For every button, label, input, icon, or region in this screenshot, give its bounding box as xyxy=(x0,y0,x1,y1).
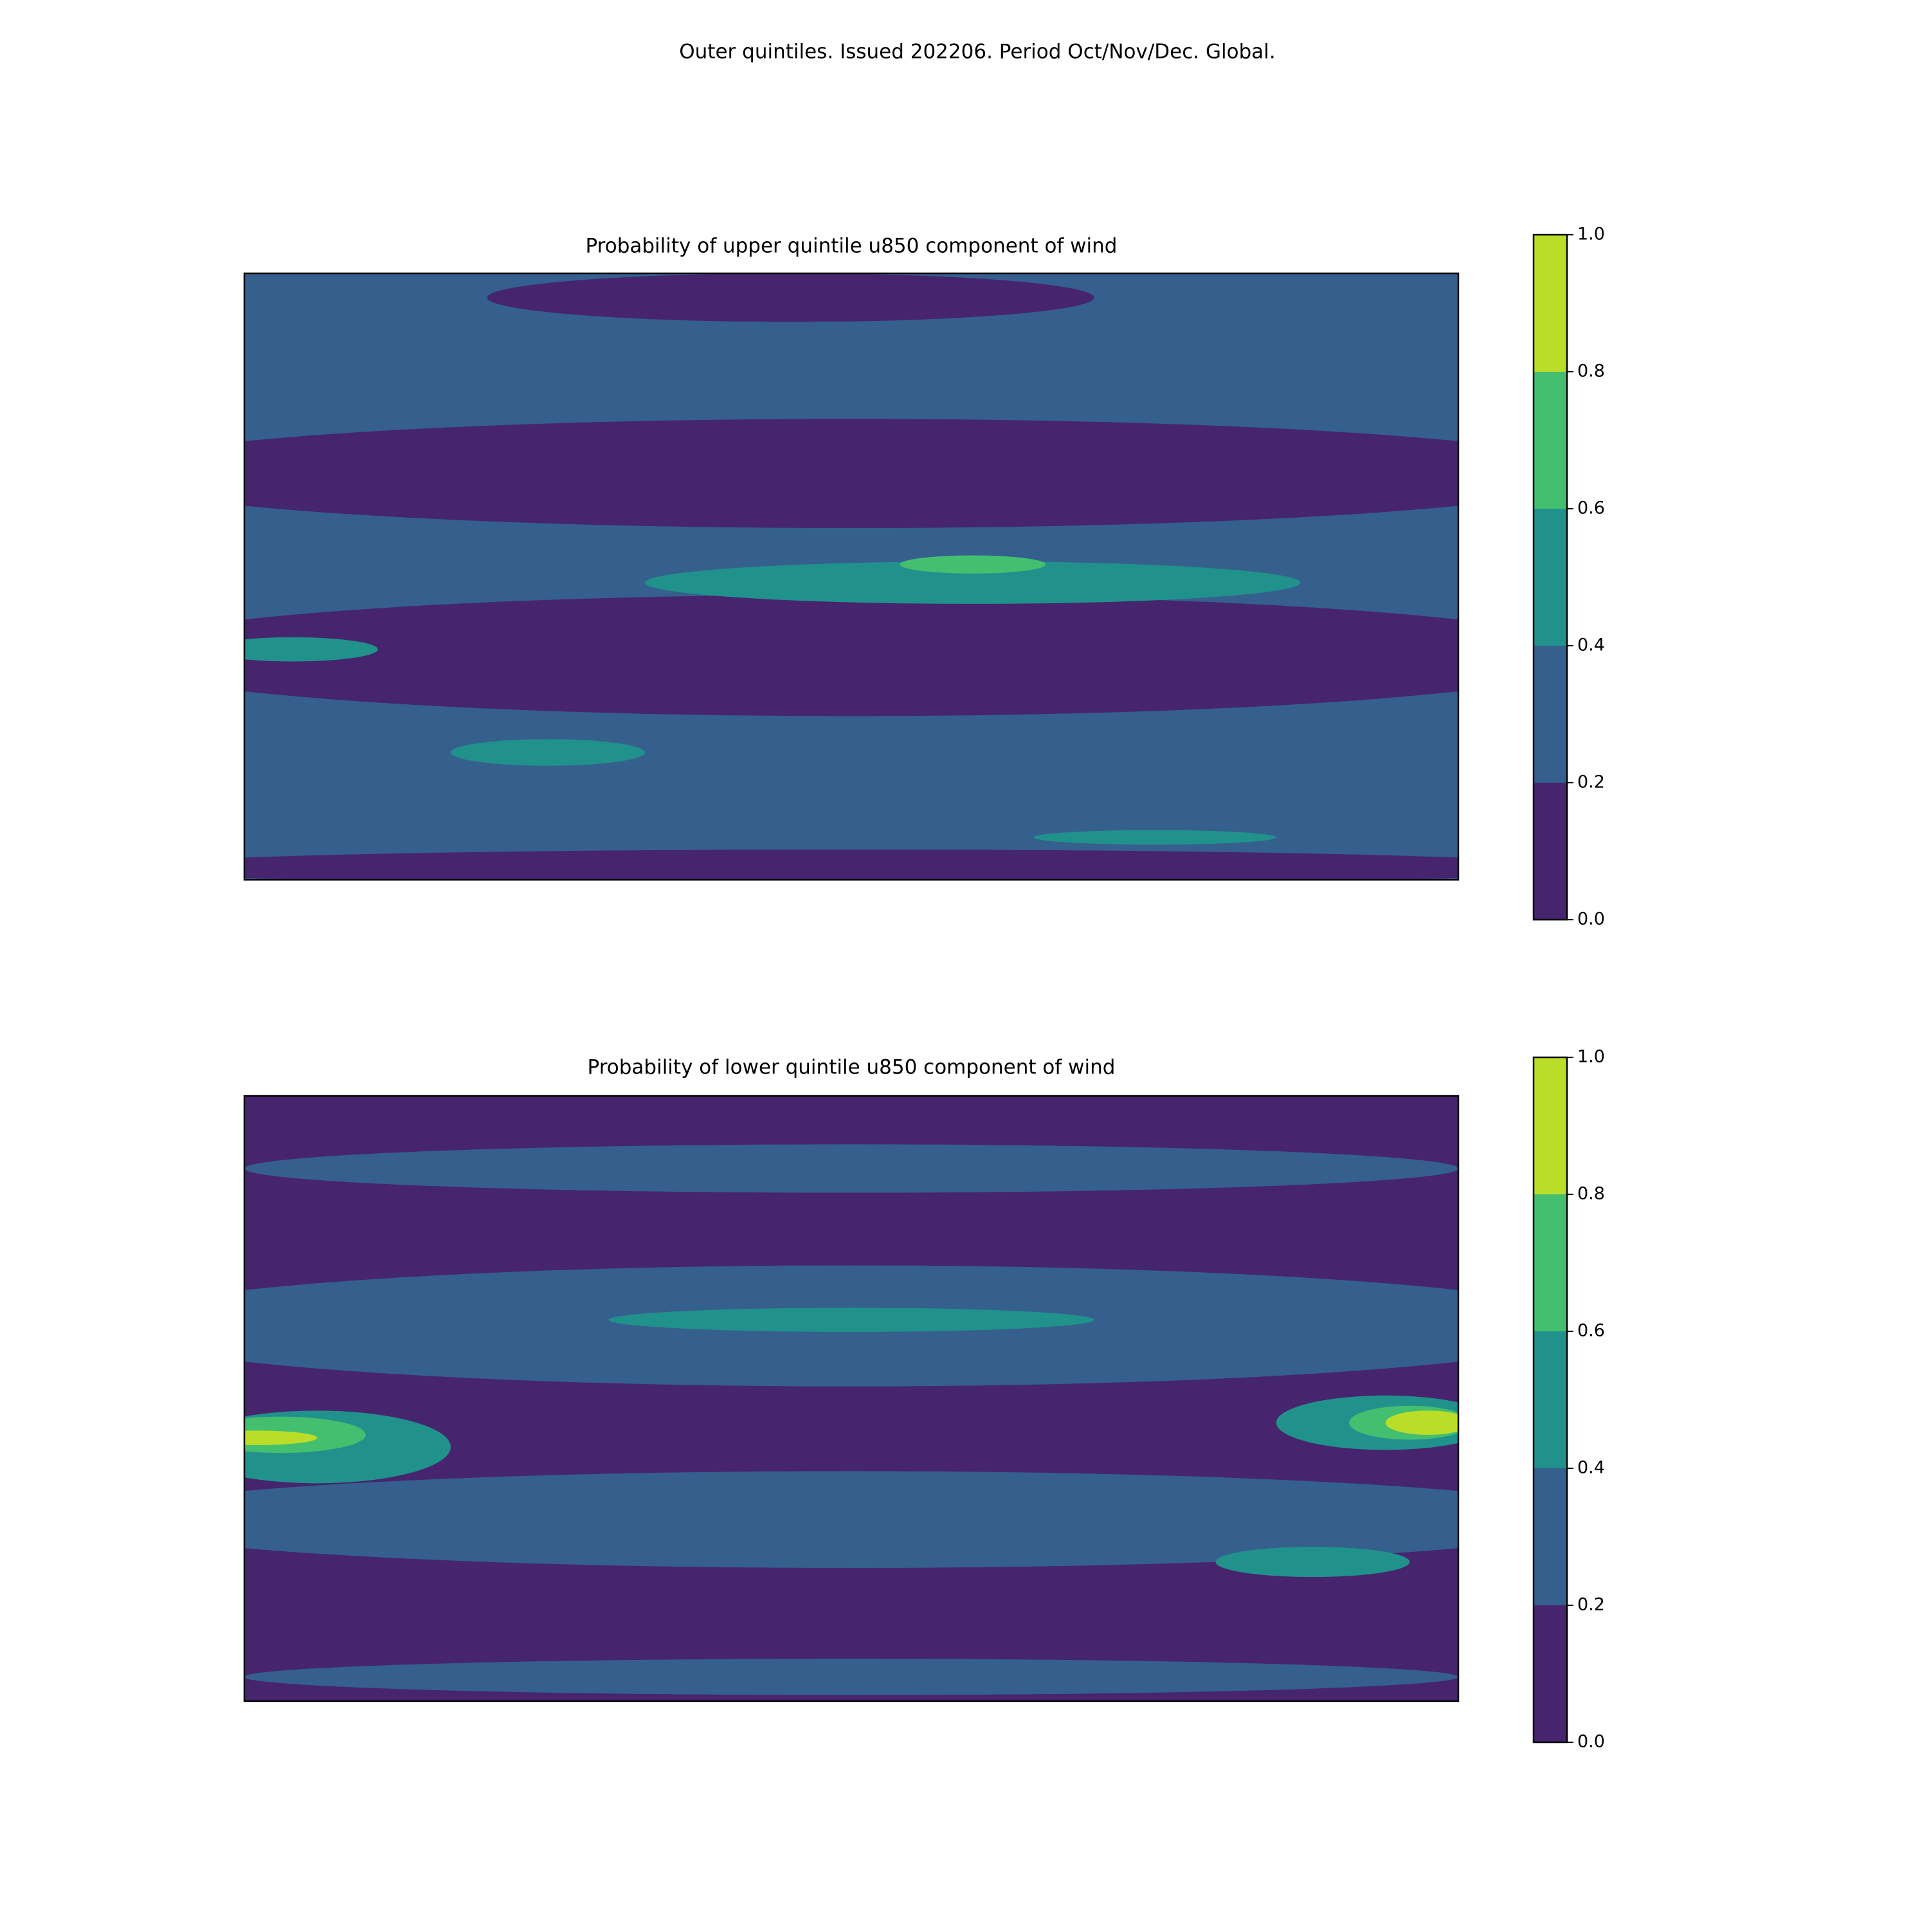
figure-title: Outer quintiles. Issued 202206. Period O… xyxy=(679,41,1275,64)
colorbar-segment xyxy=(1534,1057,1567,1194)
colorbar-segment xyxy=(1534,1605,1567,1742)
contour-region xyxy=(645,561,1301,604)
contour-region xyxy=(900,555,1046,574)
map-frame xyxy=(243,1095,1460,1702)
colorbar-tick-label: 1.0 xyxy=(1577,1047,1605,1067)
colorbar-tick-label: 0.2 xyxy=(1577,772,1605,792)
colorbar-tick-label: 0.4 xyxy=(1577,635,1605,655)
contour-region xyxy=(1215,1547,1410,1578)
colorbar-segment xyxy=(1534,235,1567,372)
colorbar-segment xyxy=(1534,372,1567,509)
panel-title: Probability of upper quintile u850 compo… xyxy=(586,235,1118,258)
colorbar-tick-label: 0.2 xyxy=(1577,1595,1605,1615)
contour-region xyxy=(244,637,378,662)
contour-region xyxy=(244,849,1458,880)
colorbar-segment xyxy=(1534,1468,1567,1605)
colorbar-segment xyxy=(1534,1331,1567,1468)
map xyxy=(244,1096,1458,1701)
map-frame xyxy=(243,272,1460,881)
contour-region xyxy=(1033,830,1276,845)
colorbar-segment xyxy=(1534,646,1567,783)
contour-region xyxy=(1385,1410,1458,1435)
colorbar-frame xyxy=(1532,233,1568,921)
contour-region xyxy=(608,1308,1094,1332)
map-background xyxy=(244,1096,1458,1701)
contour-region xyxy=(244,1471,1458,1568)
colorbar-tick-label: 1.0 xyxy=(1577,224,1605,244)
contour-region xyxy=(244,1430,318,1445)
colorbar-tick-label: 0.6 xyxy=(1577,1321,1605,1341)
contour-region xyxy=(244,419,1458,529)
colorbar-segment xyxy=(1534,509,1567,646)
colorbar-tick-label: 0.8 xyxy=(1577,1184,1605,1204)
colorbar-tick-label: 0.0 xyxy=(1577,1732,1605,1752)
colorbar-tick-label: 0.4 xyxy=(1577,1458,1605,1478)
contour-region xyxy=(450,739,646,766)
colorbar-tick-label: 0.0 xyxy=(1577,909,1605,929)
contour-region xyxy=(487,273,1094,322)
colorbar-tick-label: 0.6 xyxy=(1577,498,1605,518)
contour-region xyxy=(244,1659,1458,1695)
panel-title: Probability of lower quintile u850 compo… xyxy=(588,1056,1116,1079)
contour-region xyxy=(244,1144,1458,1193)
contour-region xyxy=(244,594,1458,716)
colorbar-frame xyxy=(1532,1056,1568,1744)
colorbar-tick-label: 0.8 xyxy=(1577,361,1605,381)
colorbar-segment xyxy=(1534,1194,1567,1331)
map xyxy=(244,273,1458,880)
colorbar-segment xyxy=(1534,783,1567,920)
